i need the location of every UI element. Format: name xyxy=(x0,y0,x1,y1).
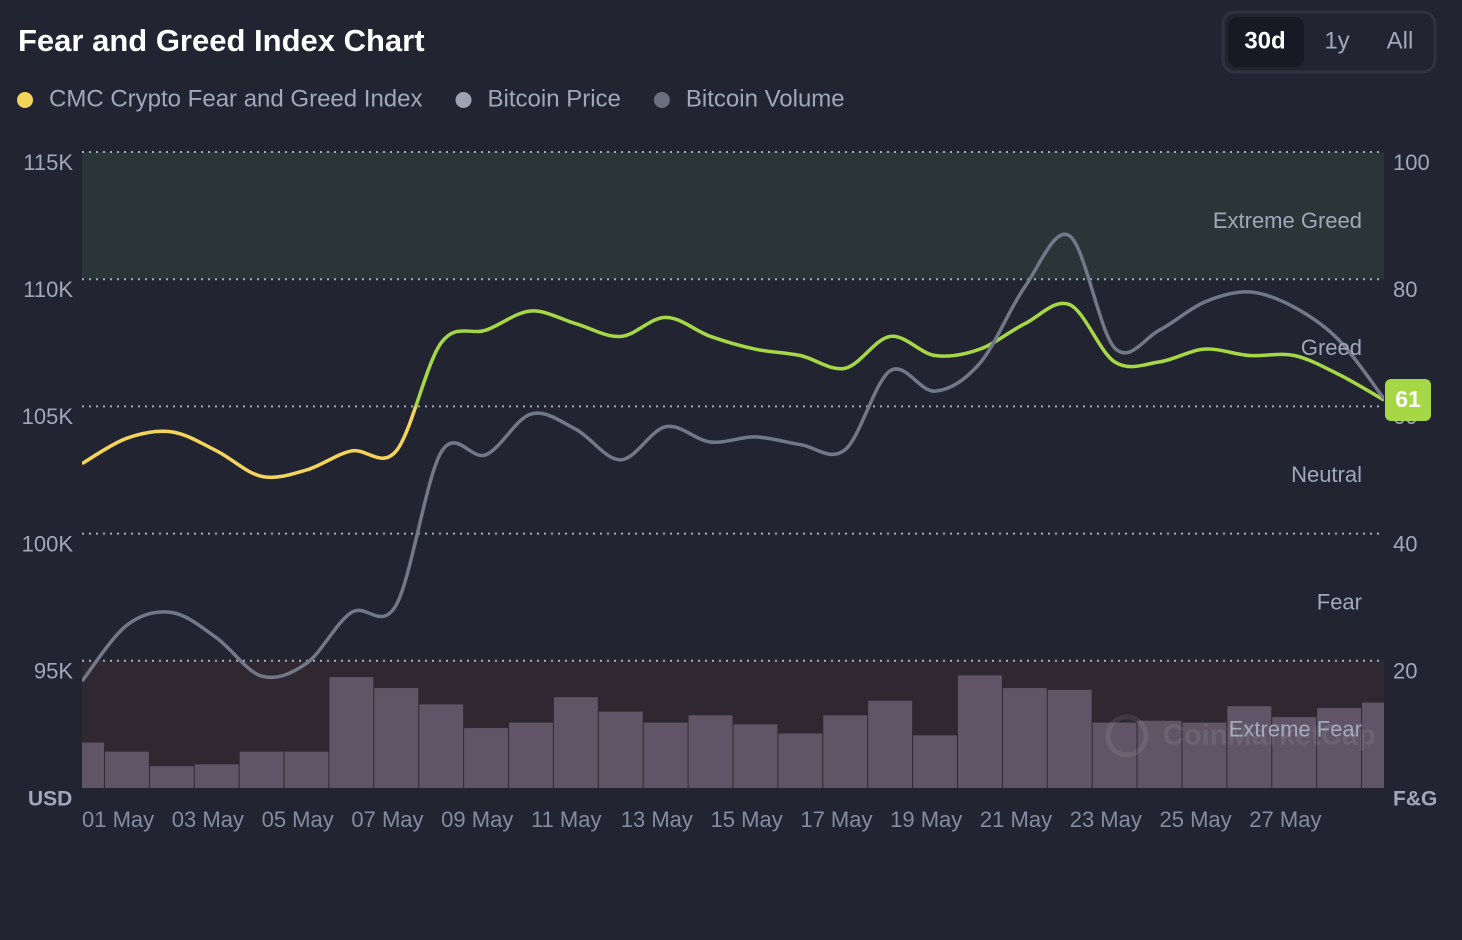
price-line xyxy=(82,232,1384,683)
volume-bar xyxy=(82,742,104,788)
range-button[interactable]: 1y xyxy=(1324,27,1349,54)
x-tick-label: 19 May xyxy=(890,807,962,832)
x-tick-label: 27 May xyxy=(1249,807,1321,832)
range-button-active xyxy=(1228,17,1304,67)
volume-bar xyxy=(1182,722,1227,788)
x-tick-label: 11 May xyxy=(531,807,602,832)
current-value: 61 xyxy=(1395,386,1421,412)
volume-bar xyxy=(913,735,957,788)
watermark-logo xyxy=(1105,714,1149,758)
legend-dot xyxy=(455,92,472,108)
volume-bar xyxy=(419,704,464,788)
range-button[interactable]: All xyxy=(1387,27,1414,54)
y-tick-label: 95K xyxy=(34,659,73,684)
x-tick-label: 05 May xyxy=(262,807,334,832)
zone-label: Fear xyxy=(1317,589,1362,614)
volume-bar xyxy=(1317,708,1362,788)
y2-tick-label: 20 xyxy=(1393,659,1417,684)
volume-bar xyxy=(1092,722,1137,788)
volume-bar xyxy=(1137,720,1182,788)
range-button[interactable]: 30d xyxy=(1244,27,1285,54)
volume-bar xyxy=(688,715,733,788)
legend-label: Bitcoin Volume xyxy=(686,85,845,112)
y2-tick-label: 40 xyxy=(1393,531,1417,556)
volume-bar xyxy=(1362,702,1384,788)
y2-axis-label: F&G xyxy=(1393,788,1437,811)
x-tick-label: 03 May xyxy=(172,807,244,832)
legend-label: CMC Crypto Fear and Greed Index xyxy=(49,85,423,112)
volume-bar xyxy=(464,728,509,788)
x-tick-label: 25 May xyxy=(1160,807,1232,832)
volume-bar xyxy=(239,751,284,788)
volume-bar xyxy=(598,711,643,788)
watermark: CoinMarketCap xyxy=(1163,720,1376,752)
zone-label: Extreme Greed xyxy=(1213,208,1362,233)
volume-bar xyxy=(868,700,913,788)
y2-tick-label: 80 xyxy=(1393,277,1417,302)
x-tick-label: 13 May xyxy=(621,807,693,832)
volume-bar xyxy=(1047,689,1092,788)
legend-label: Bitcoin Price xyxy=(488,85,621,112)
zone-band xyxy=(82,152,1384,280)
x-tick-label: 23 May xyxy=(1070,807,1142,832)
current-value-badge xyxy=(1385,379,1431,422)
volume-bar xyxy=(329,677,374,788)
volume-bar xyxy=(957,675,1002,788)
chart-title: Fear and Greed Index Chart xyxy=(18,23,425,58)
x-tick-label: 09 May xyxy=(441,807,513,832)
x-tick-label: 15 May xyxy=(711,807,783,832)
volume-bar xyxy=(1272,717,1317,788)
plot xyxy=(82,232,1384,788)
volume-bar xyxy=(643,722,688,788)
fear-greed-line xyxy=(82,301,1384,480)
zone-label: Neutral xyxy=(1291,462,1362,487)
volume-bar xyxy=(509,722,553,788)
x-tick-label: 07 May xyxy=(351,807,423,832)
legend-dot xyxy=(653,92,670,108)
volume-bar xyxy=(823,715,868,788)
volume-bar xyxy=(374,688,419,788)
volume-bar xyxy=(733,724,778,788)
volume-bar xyxy=(778,733,823,788)
volume-bar xyxy=(1002,688,1047,788)
x-tick-label: 21 May xyxy=(980,807,1052,832)
x-tick-label: 17 May xyxy=(800,807,872,832)
y-tick-label: 100K xyxy=(22,531,74,556)
zone-label: Extreme Fear xyxy=(1229,717,1362,742)
y-tick-label: 110K xyxy=(23,277,73,302)
volume-bar xyxy=(284,751,329,788)
y2-tick-label: 100 xyxy=(1393,150,1430,175)
volume-bar xyxy=(194,764,239,788)
legend-dot xyxy=(17,92,33,108)
y-axis-label: USD xyxy=(28,788,72,811)
volume-bar xyxy=(553,697,598,788)
volume-bar xyxy=(104,751,149,788)
volume-bar xyxy=(1227,706,1272,788)
zone-label: Greed xyxy=(1301,335,1362,360)
y-tick-label: 115K xyxy=(23,150,73,175)
x-tick-label: 01 May xyxy=(82,807,154,832)
y-tick-label: 105K xyxy=(22,404,74,429)
volume-bar xyxy=(149,766,194,788)
